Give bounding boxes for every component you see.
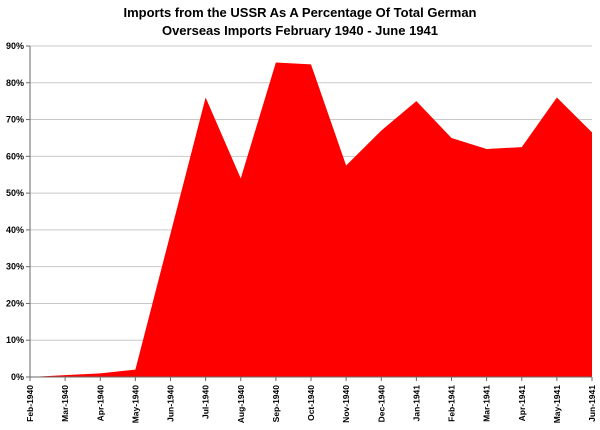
chart-title-line2: Overseas Imports February 1940 - June 19… (161, 23, 439, 39)
x-tick-label: Jul-1940 (201, 385, 211, 419)
y-tick-label: 20% (6, 298, 24, 308)
x-tick-label: May-1941 (552, 385, 562, 424)
x-tick-label: Mar-1941 (482, 385, 492, 422)
x-tick-label: Dec-1940 (376, 385, 386, 423)
chart-title-line1: Imports from the USSR As A Percentage Of… (123, 5, 477, 20)
y-tick-label: 60% (6, 151, 24, 161)
x-tick-label: Feb-1941 (447, 385, 457, 422)
x-tick-label: Aug-1940 (236, 385, 246, 424)
x-tick-label: May-1940 (130, 385, 140, 424)
area-series (30, 62, 592, 378)
x-tick-label: Oct-1940 (306, 385, 316, 421)
y-tick-label: 90% (6, 41, 24, 51)
y-tick-label: 10% (6, 335, 24, 345)
y-tick-label: 30% (6, 262, 24, 272)
y-tick-label: 0% (11, 372, 24, 382)
x-tick-label: Mar-1940 (60, 385, 70, 422)
y-tick-label: 70% (6, 115, 24, 125)
x-tick-label: Jun-1941 (587, 385, 597, 422)
x-tick-label: Feb-1940 (25, 385, 35, 422)
x-tick-label: Sep-1940 (271, 385, 281, 423)
x-tick-label: Nov-1940 (341, 385, 351, 423)
chart-title: Imports from the USSR As A Percentage Of… (0, 4, 600, 40)
y-tick-label: 80% (6, 78, 24, 88)
x-tick-label: Apr-1940 (95, 385, 105, 422)
y-tick-label: 40% (6, 225, 24, 235)
y-tick-label: 50% (6, 188, 24, 198)
x-tick-label: Apr-1941 (517, 385, 527, 422)
x-tick-label: Jan-1941 (411, 385, 421, 422)
x-tick-label: Jun-1940 (166, 385, 176, 422)
